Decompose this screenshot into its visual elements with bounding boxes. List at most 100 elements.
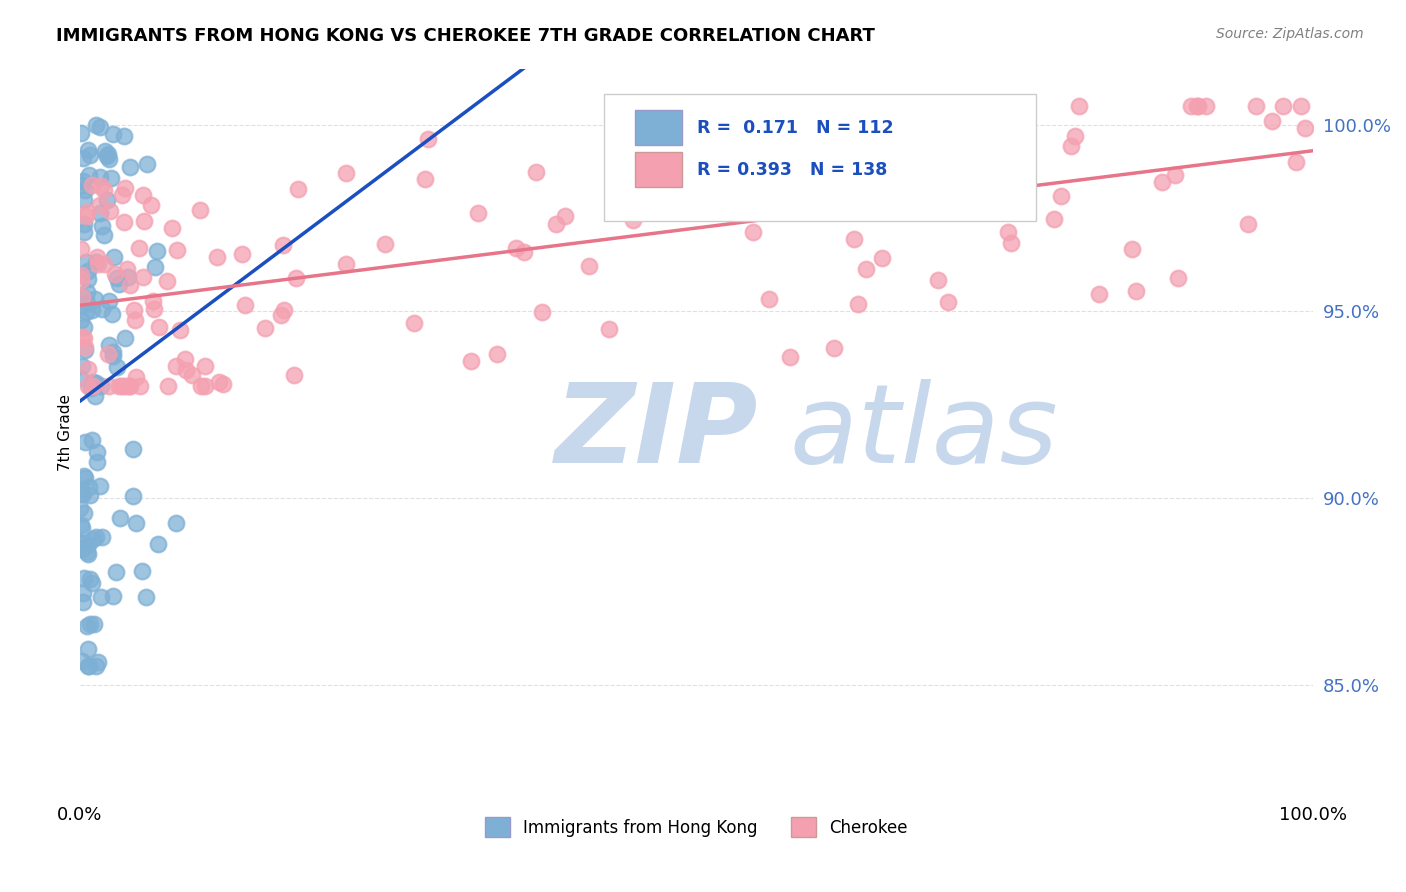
Point: [86, 444, 108, 458]
Point: [714, 125, 737, 139]
Point: [134, 213, 156, 227]
Point: [413, 172, 436, 186]
Point: [374, 237, 396, 252]
Point: [1050, 189, 1073, 203]
Point: [188, 202, 211, 217]
Point: [96, 194, 118, 208]
Point: [855, 261, 877, 276]
Point: [83, 617, 105, 632]
Point: [148, 319, 170, 334]
Point: [117, 269, 139, 284]
Point: [174, 352, 197, 367]
Point: [758, 292, 780, 306]
Point: [103, 250, 125, 264]
Point: [76, 379, 98, 393]
Point: [194, 359, 217, 373]
Point: [80, 303, 103, 318]
Point: [935, 181, 957, 195]
Point: [73, 470, 96, 484]
Point: [118, 379, 141, 393]
Point: [125, 516, 148, 531]
Point: [578, 259, 600, 273]
Point: [70, 521, 93, 535]
Point: [983, 118, 1005, 132]
Point: [156, 274, 179, 288]
Point: [598, 321, 620, 335]
Point: [834, 161, 856, 175]
Point: [1289, 99, 1312, 113]
Point: [91, 219, 114, 234]
Point: [98, 294, 121, 309]
Bar: [636, 153, 682, 187]
Point: [90, 302, 112, 317]
Point: [273, 302, 295, 317]
Point: [100, 171, 122, 186]
Point: [546, 217, 568, 231]
Point: [89, 120, 111, 134]
Point: [86, 257, 108, 271]
Point: [97, 347, 120, 361]
Point: [1125, 284, 1147, 298]
Point: [84, 530, 107, 544]
Point: [93, 183, 115, 197]
Point: [73, 469, 96, 483]
Point: [111, 187, 134, 202]
Point: [125, 370, 148, 384]
Point: [70, 518, 93, 533]
Point: [1164, 168, 1187, 182]
Point: [70, 242, 93, 256]
Point: [335, 166, 357, 180]
Point: [1152, 175, 1174, 189]
Point: [779, 350, 801, 364]
Point: [676, 148, 699, 162]
Point: [190, 379, 212, 393]
Point: [554, 209, 576, 223]
Point: [253, 321, 276, 335]
Point: [70, 359, 93, 373]
Point: [94, 144, 117, 158]
Point: [96, 149, 118, 163]
Point: [208, 375, 231, 389]
Text: atlas: atlas: [789, 379, 1057, 486]
Point: [76, 205, 98, 219]
Point: [70, 486, 93, 500]
Point: [79, 488, 101, 502]
Point: [165, 516, 187, 530]
Point: [80, 381, 103, 395]
Point: [842, 232, 865, 246]
Point: [205, 250, 228, 264]
Point: [101, 589, 124, 603]
Bar: [636, 110, 682, 145]
Point: [90, 379, 112, 393]
Point: [97, 153, 120, 167]
Point: [621, 213, 644, 227]
Point: [287, 182, 309, 196]
Point: [76, 362, 98, 376]
Point: [90, 178, 112, 193]
Point: [86, 376, 108, 391]
Point: [131, 564, 153, 578]
Point: [73, 193, 96, 207]
Point: [76, 547, 98, 561]
Point: [77, 659, 100, 673]
Point: [76, 296, 98, 310]
Point: [233, 298, 256, 312]
Point: [111, 379, 134, 393]
Point: [146, 244, 169, 259]
Point: [526, 164, 548, 178]
Point: [105, 270, 128, 285]
Point: [870, 251, 893, 265]
Point: [104, 565, 127, 579]
Point: [69, 371, 91, 385]
Point: [77, 271, 100, 285]
Point: [70, 537, 93, 551]
Point: [108, 510, 131, 524]
Point: [1185, 99, 1208, 113]
Point: [688, 202, 710, 217]
Point: [998, 99, 1021, 113]
Point: [194, 379, 217, 393]
Point: [80, 178, 103, 192]
Point: [82, 576, 104, 591]
Point: [460, 354, 482, 368]
Point: [75, 254, 97, 268]
